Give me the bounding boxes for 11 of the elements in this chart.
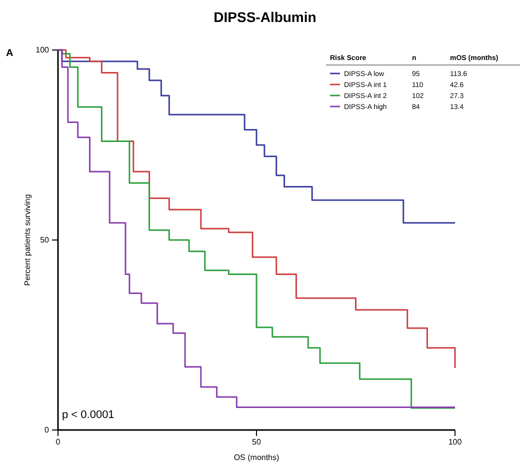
- y-tick-label: 100: [36, 46, 50, 55]
- annotation: p < 0.0001: [62, 409, 114, 421]
- chart-title: DIPSS-Albumin: [214, 9, 316, 25]
- y-tick-label: 0: [44, 426, 50, 435]
- x-axis-title: OS (months): [234, 453, 280, 462]
- y-tick-label: 50: [40, 236, 50, 245]
- text: A: [6, 48, 14, 59]
- x-tick-label: 0: [56, 438, 61, 447]
- x-tick-label: 100: [448, 438, 462, 447]
- y-axis-title: Percent patients surviving: [23, 194, 32, 286]
- x-tick-label: 50: [252, 438, 262, 447]
